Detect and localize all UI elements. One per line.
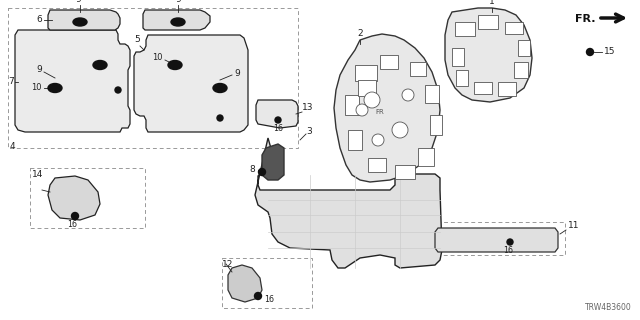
Polygon shape [514, 62, 528, 78]
Text: FR: FR [376, 109, 385, 115]
Text: 2: 2 [357, 29, 363, 38]
Polygon shape [368, 158, 386, 172]
Polygon shape [358, 80, 376, 96]
Text: 6: 6 [36, 15, 42, 25]
Circle shape [356, 104, 368, 116]
Polygon shape [15, 30, 130, 132]
Polygon shape [456, 70, 468, 86]
Polygon shape [418, 148, 434, 166]
Text: 7: 7 [8, 77, 13, 86]
Polygon shape [256, 100, 298, 128]
Polygon shape [505, 22, 523, 34]
Circle shape [392, 122, 408, 138]
Text: 9: 9 [234, 69, 240, 78]
Text: 9: 9 [75, 0, 81, 4]
Text: 16: 16 [67, 220, 77, 229]
Polygon shape [262, 144, 284, 180]
Circle shape [115, 87, 121, 93]
Circle shape [275, 117, 281, 123]
Polygon shape [430, 115, 442, 135]
Text: FR.: FR. [575, 14, 596, 24]
Ellipse shape [213, 84, 227, 92]
Text: 11: 11 [568, 221, 579, 230]
Text: 13: 13 [302, 103, 314, 113]
Circle shape [217, 115, 223, 121]
Circle shape [259, 169, 266, 175]
Polygon shape [425, 85, 439, 103]
Polygon shape [455, 22, 475, 36]
Ellipse shape [48, 84, 62, 92]
Text: 12: 12 [222, 260, 234, 269]
Text: 9: 9 [175, 0, 181, 4]
Text: 3: 3 [306, 127, 312, 137]
Polygon shape [48, 10, 120, 30]
Circle shape [255, 292, 262, 300]
Polygon shape [348, 130, 362, 150]
Text: 16: 16 [273, 124, 283, 133]
Text: TRW4B3600: TRW4B3600 [585, 303, 632, 312]
Polygon shape [345, 95, 359, 115]
Text: 15: 15 [604, 47, 616, 57]
Polygon shape [380, 55, 398, 69]
Text: 8: 8 [249, 165, 255, 174]
Polygon shape [478, 15, 498, 29]
Polygon shape [435, 228, 558, 252]
Text: 5: 5 [134, 36, 140, 44]
Polygon shape [452, 48, 464, 66]
Polygon shape [518, 40, 530, 56]
Polygon shape [474, 82, 492, 94]
Polygon shape [143, 10, 210, 30]
Text: 10: 10 [152, 53, 163, 62]
Polygon shape [355, 65, 377, 81]
Text: 10: 10 [31, 84, 42, 92]
Text: 14: 14 [32, 170, 44, 179]
Ellipse shape [73, 18, 87, 26]
Text: 16: 16 [264, 295, 274, 305]
Polygon shape [498, 82, 516, 96]
Circle shape [372, 134, 384, 146]
Polygon shape [334, 34, 440, 182]
Circle shape [72, 212, 79, 220]
Circle shape [402, 89, 414, 101]
Text: 4: 4 [10, 142, 15, 151]
Circle shape [586, 49, 593, 55]
Text: 16: 16 [503, 246, 513, 255]
Ellipse shape [168, 60, 182, 69]
Polygon shape [255, 138, 442, 268]
Polygon shape [410, 62, 426, 76]
Circle shape [507, 239, 513, 245]
Text: 9: 9 [36, 66, 42, 75]
Polygon shape [48, 176, 100, 220]
Polygon shape [395, 165, 415, 179]
Polygon shape [228, 265, 262, 302]
Text: 1: 1 [489, 0, 495, 6]
Ellipse shape [93, 60, 107, 69]
Polygon shape [445, 8, 532, 102]
Polygon shape [134, 35, 248, 132]
Circle shape [364, 92, 380, 108]
Ellipse shape [171, 18, 185, 26]
